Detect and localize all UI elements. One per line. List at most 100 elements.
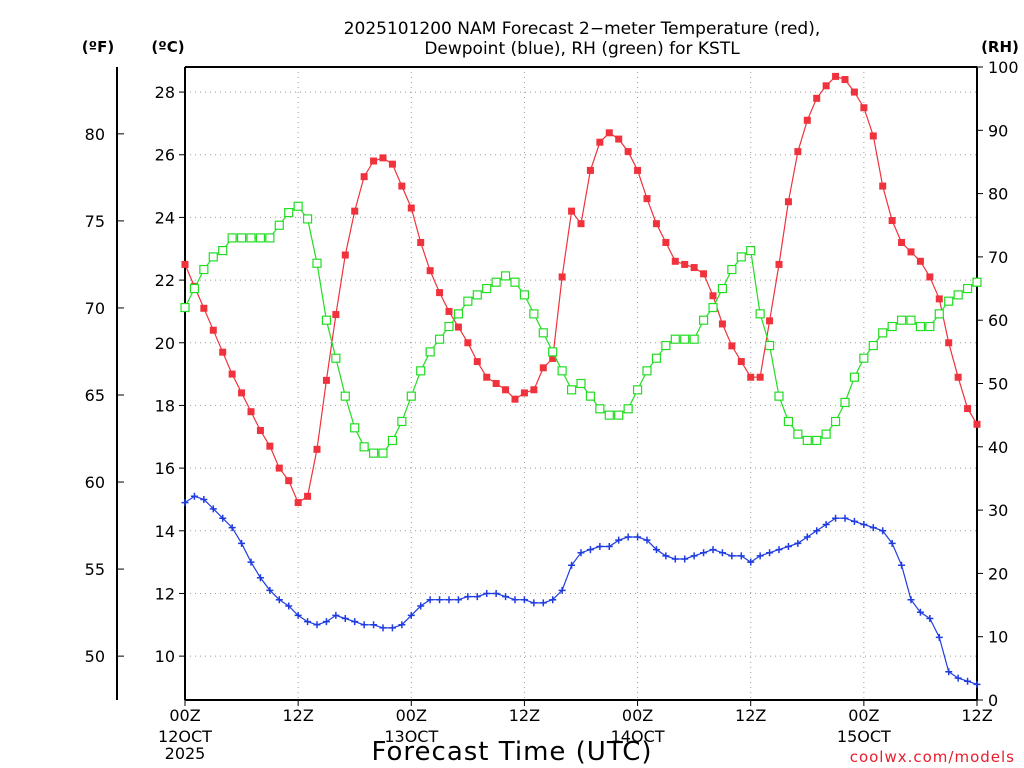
celsius-tick-label: 16 xyxy=(155,459,175,478)
rh-data-point xyxy=(614,410,624,420)
temperature-data-point xyxy=(407,204,415,212)
dewpoint-data-point xyxy=(294,611,302,619)
rh-data-point xyxy=(764,340,775,351)
rh-data-point xyxy=(689,334,699,344)
rh-data-point xyxy=(434,334,445,344)
temperature-data-point xyxy=(426,267,434,275)
rh-data-point xyxy=(717,283,728,294)
rh-data-point xyxy=(548,347,558,357)
rh-data-point xyxy=(331,353,341,363)
fahrenheit-tick-label: 75 xyxy=(85,212,105,231)
rh-data-point xyxy=(604,410,614,420)
temperature-data-point xyxy=(671,257,679,265)
x-axis-label: Forecast Time (UTC) xyxy=(371,737,652,767)
rh-data-point xyxy=(859,353,869,363)
x-date-label: 15OCT xyxy=(837,727,891,746)
temperature-data-point xyxy=(775,260,783,268)
dewpoint-data-point xyxy=(756,552,764,560)
temperature-data-point xyxy=(228,370,236,378)
dewpoint-data-point xyxy=(945,668,953,676)
dewpoint-data-point xyxy=(238,539,246,547)
credit-text: coolwx.com/models xyxy=(850,748,1015,766)
temperature-data-point xyxy=(558,273,566,281)
dewpoint-data-point xyxy=(832,514,840,522)
temperature-data-point xyxy=(379,154,387,162)
dewpoint-data-point xyxy=(407,611,415,619)
rh-data-point xyxy=(906,315,916,325)
dewpoint-data-point xyxy=(888,539,896,547)
dewpoint-data-point xyxy=(398,621,406,629)
temperature-data-point xyxy=(436,289,444,297)
dewpoint-data-point xyxy=(926,615,934,623)
dewpoint-data-point xyxy=(860,521,868,529)
celsius-tick-label: 12 xyxy=(155,584,175,603)
temperature-data-point xyxy=(690,264,698,272)
rh-tick-label: 100 xyxy=(988,58,1019,77)
rh-data-point xyxy=(180,302,190,313)
dewpoint-data-point xyxy=(181,499,189,507)
celsius-tick-label: 24 xyxy=(155,208,175,227)
dewpoint-data-point xyxy=(907,596,915,604)
dewpoint-data-point xyxy=(454,596,462,604)
rh-data-point xyxy=(321,315,332,325)
temperature-data-point xyxy=(662,238,670,246)
dewpoint-data-point xyxy=(502,593,510,601)
rh-data-point xyxy=(500,271,511,281)
temperature-data-point xyxy=(737,358,745,366)
rh-data-point xyxy=(538,328,548,338)
temperature-data-point xyxy=(794,148,802,156)
rh-data-point xyxy=(623,404,633,414)
rh-data-point xyxy=(925,321,935,332)
rh-data-point xyxy=(878,328,888,338)
rh-tick-label: 90 xyxy=(988,121,1008,140)
rh-data-point xyxy=(821,429,831,439)
dewpoint-data-point xyxy=(313,621,321,629)
rh-data-point xyxy=(350,423,360,433)
temperature-data-point xyxy=(417,238,425,246)
temperature-data-point xyxy=(332,311,340,319)
dewpoint-data-point xyxy=(209,505,217,513)
fahrenheit-tick-label: 65 xyxy=(85,386,105,405)
x-tick-label: 12Z xyxy=(735,706,766,725)
temperature-data-point xyxy=(954,373,962,381)
dewpoint-data-point xyxy=(784,542,792,550)
dewpoint-data-point xyxy=(370,621,378,629)
dewpoint-data-point xyxy=(577,549,585,557)
dewpoint-data-point xyxy=(520,596,528,604)
temperature-data-point xyxy=(304,492,312,500)
dewpoint-data-point xyxy=(700,549,708,557)
rh-data-point xyxy=(208,252,218,262)
rh-data-point xyxy=(736,252,746,262)
temperature-data-point xyxy=(935,295,943,303)
rh-data-point xyxy=(840,397,850,408)
chart-title-line-1: 2025101200 NAM Forecast 2−meter Temperat… xyxy=(344,19,821,39)
temperature-data-point xyxy=(454,323,462,331)
dewpoint-data-point xyxy=(351,618,359,626)
temperature-data-point xyxy=(841,76,849,84)
rh-data-point xyxy=(406,391,416,401)
rh-data-point xyxy=(368,448,379,458)
temperature-data-point xyxy=(313,445,321,453)
rh-data-point xyxy=(661,340,671,351)
temperature-data-point xyxy=(483,373,491,381)
temperature-data-point xyxy=(445,307,453,315)
temperature-data-point xyxy=(973,420,981,428)
temperature-data-point xyxy=(398,182,406,190)
rh-data-point xyxy=(962,283,973,294)
rh-data-point xyxy=(812,435,822,446)
temperature-data-point xyxy=(181,260,189,268)
dewpoint-data-point xyxy=(841,514,849,522)
temperature-data-point xyxy=(605,129,613,137)
temperature-data-point xyxy=(473,358,481,366)
rh-data-point xyxy=(284,207,294,218)
temperature-data-point xyxy=(256,427,264,435)
temperature-data-point xyxy=(577,220,585,228)
rh-data-point xyxy=(680,334,690,344)
temperature-data-point xyxy=(219,348,227,356)
rh-data-point xyxy=(472,290,482,300)
temperature-data-point xyxy=(549,354,557,362)
rh-data-point xyxy=(265,233,275,243)
temperature-data-point xyxy=(596,138,604,146)
dewpoint-data-point xyxy=(332,611,340,619)
temperature-data-point xyxy=(492,380,500,387)
